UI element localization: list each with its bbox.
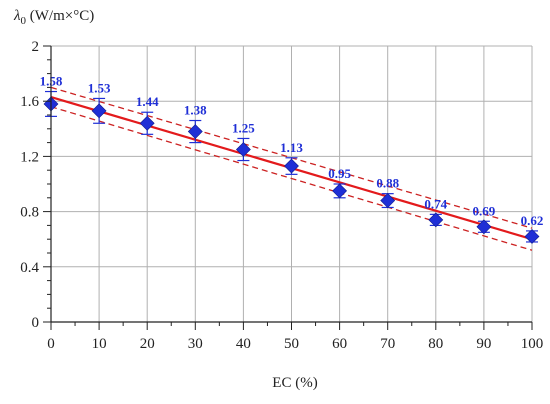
y-axis-subscript: 0 bbox=[21, 15, 27, 27]
data-labels: 1.58 1.531.441.381.251.130.950.880.74 0.69… bbox=[40, 74, 544, 228]
data-point bbox=[187, 124, 203, 139]
x-tick-label: 90 bbox=[476, 336, 491, 352]
y-tick-label: 0 bbox=[32, 315, 40, 331]
confidence-band-lower bbox=[50, 106, 533, 251]
data-label: 1.44 bbox=[136, 94, 159, 109]
x-tick-label: 10 bbox=[92, 336, 107, 352]
data-label: 1.13 bbox=[280, 140, 303, 155]
x-tick-label: 30 bbox=[188, 336, 203, 352]
data-point bbox=[139, 115, 155, 131]
x-tick-label: 0 bbox=[47, 336, 55, 352]
data-point bbox=[91, 103, 107, 119]
y-axis-symbol: λ bbox=[13, 8, 21, 24]
x-tick-label: 80 bbox=[428, 336, 443, 352]
data-point bbox=[284, 158, 299, 174]
y-axis-unit: (W/m×°C) bbox=[26, 8, 94, 24]
data-point bbox=[332, 183, 348, 199]
data-point bbox=[235, 142, 251, 157]
data-label: 0.95 bbox=[328, 166, 351, 181]
axes bbox=[43, 45, 533, 330]
data-point bbox=[428, 212, 444, 228]
y-tick-label: 2 bbox=[32, 39, 40, 55]
x-tick-label: 40 bbox=[236, 336, 251, 352]
y-tick-label: 0.4 bbox=[20, 260, 39, 276]
x-tick-label: 70 bbox=[380, 336, 395, 352]
data-point bbox=[476, 219, 492, 235]
x-tick-label: 20 bbox=[140, 336, 155, 352]
x-axis-title: EC (%) bbox=[272, 375, 317, 391]
y-tick-label: 1.2 bbox=[20, 149, 39, 165]
x-tick-label: 50 bbox=[284, 336, 299, 352]
grid bbox=[51, 45, 533, 322]
data-label: 1.38 bbox=[184, 103, 207, 118]
tick-labels: 0 10 20 30 40 50 60 70 80 90 100 0 0.4 0.8 1.2 1.6 2 bbox=[20, 39, 543, 352]
y-tick-label: 0.8 bbox=[20, 205, 39, 221]
x-tick-label: 60 bbox=[332, 336, 347, 352]
data-label: 1.53 bbox=[88, 80, 111, 95]
data-label: 0.62 bbox=[521, 213, 544, 228]
data-label: 0.74 bbox=[424, 196, 447, 211]
x-tick-label: 100 bbox=[521, 336, 544, 352]
data-point bbox=[524, 229, 540, 244]
data-label: 1.25 bbox=[232, 120, 255, 135]
data-label: 0.69 bbox=[473, 203, 496, 218]
data-point bbox=[380, 193, 396, 208]
y-axis-title: λ0 (W/m×°C) bbox=[13, 8, 94, 27]
y-tick-label: 1.6 bbox=[20, 94, 39, 110]
data-label: 0.88 bbox=[376, 176, 399, 191]
